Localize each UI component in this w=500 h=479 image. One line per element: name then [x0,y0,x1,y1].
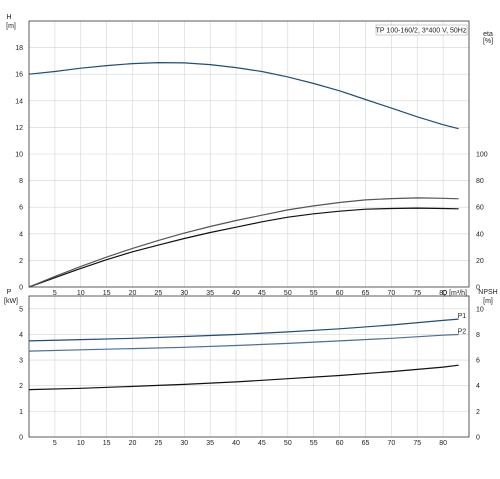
x-tick-label: 20 [129,290,137,297]
x-tick-label: 45 [258,290,266,297]
x-tick-label: 80 [439,290,447,297]
x-tick-label: 45 [258,440,266,447]
head-efficiency-chart: 5 10 15 20 25 30 35 40 45 50 55 60 65 70 75 80 0 2 4 6 8 10 12… [6,14,493,297]
series-label-p2: P2 [458,328,467,335]
x-tick-label: 65 [362,440,370,447]
y-right-tick-label: 80 [476,178,484,185]
y-left-tick-label: 1 [19,409,23,416]
x-tick-label: 25 [155,440,163,447]
x-tick-label: 60 [336,440,344,447]
x-axis-label: Q [m³/h] [442,290,467,297]
series-line-0-2 [28,197,459,288]
y-left-tick-label: 0 [19,435,23,442]
y-left-axis-label: P [7,289,12,296]
x-tick-label: 40 [232,440,240,447]
x-tick-label: 70 [387,290,395,297]
x-tick-label: 20 [129,440,137,447]
x-tick-label: 60 [336,290,344,297]
y-left-tick-label: 4 [19,332,23,339]
y-left-tick-label: 16 [15,72,23,79]
x-tick-label: 55 [310,440,318,447]
y-left-tick-label: 10 [15,152,23,159]
chart-title: TP 100-160/2, 3*400 V, 50Hz [376,28,467,35]
x-tick-label: 70 [387,440,395,447]
plot-frame [28,20,470,288]
plot-frame [28,295,470,438]
y-right-tick-label: 6 [476,358,480,365]
y-left-axis-unit: [kW] [4,298,18,305]
y-right-axis-unit: [m] [483,298,493,305]
x-tick-label: 30 [180,290,188,297]
y-left-tick-label: 4 [19,231,23,238]
y-right-tick-label: 2 [476,409,480,416]
y-right-tick-label: 8 [476,332,480,339]
x-tick-label: 35 [206,290,214,297]
y-right-tick-label: 4 [476,383,480,390]
y-left-tick-label: 14 [15,98,23,105]
x-tick-label: 25 [155,290,163,297]
x-tick-label: 35 [206,440,214,447]
x-tick-label: 10 [77,440,85,447]
x-tick-label: 5 [53,440,57,447]
x-tick-label: 40 [232,290,240,297]
series-line-p2 [28,333,459,352]
y-left-tick-label: 18 [15,45,23,52]
y-right-tick-label: 60 [476,205,484,212]
x-tick-label: 15 [103,290,111,297]
x-tick-label: 10 [77,290,85,297]
x-tick-label: 15 [103,440,111,447]
y-right-tick-label: 0 [476,435,480,442]
x-tick-label: 65 [362,290,370,297]
y-right-tick-label: 20 [476,258,484,265]
x-tick-label: 50 [284,440,292,447]
y-left-tick-label: 3 [19,358,23,365]
y-left-tick-label: 5 [19,306,23,313]
series-line-p1 [28,318,459,342]
y-left-axis-label: H [6,14,11,21]
x-tick-label: 75 [413,440,421,447]
y-left-tick-label: 0 [19,285,23,292]
y-right-tick-label: 10 [476,306,484,313]
y-left-tick-label: 2 [19,258,23,265]
series-label-p1: P1 [458,313,467,320]
y-right-axis-label: eta [483,31,493,38]
power-npsh-chart: 5 10 15 20 25 30 35 40 45 50 55 60 65 70 75 80012345024… [4,289,498,447]
x-tick-label: 55 [310,290,318,297]
y-left-tick-label: 12 [15,125,23,132]
series-line-0-0 [28,61,459,130]
y-right-tick-label: 0 [476,285,480,292]
y-right-axis-label: NPSH [478,289,497,296]
series-line-1-2 [28,364,459,391]
y-right-tick-label: 100 [476,152,488,159]
x-tick-label: 50 [284,290,292,297]
title-box [375,24,468,36]
x-tick-label: 80 [439,440,447,447]
x-tick-label: 5 [53,290,57,297]
y-left-tick-label: 6 [19,205,23,212]
x-tick-label: 30 [180,440,188,447]
y-left-tick-label: 2 [19,383,23,390]
y-left-tick-label: 8 [19,178,23,185]
x-tick-label: 75 [413,290,421,297]
y-right-axis-unit: [%] [483,38,493,45]
y-left-axis-unit: [m] [6,23,16,30]
y-right-tick-label: 40 [476,231,484,238]
series-line-0-1 [28,207,459,288]
